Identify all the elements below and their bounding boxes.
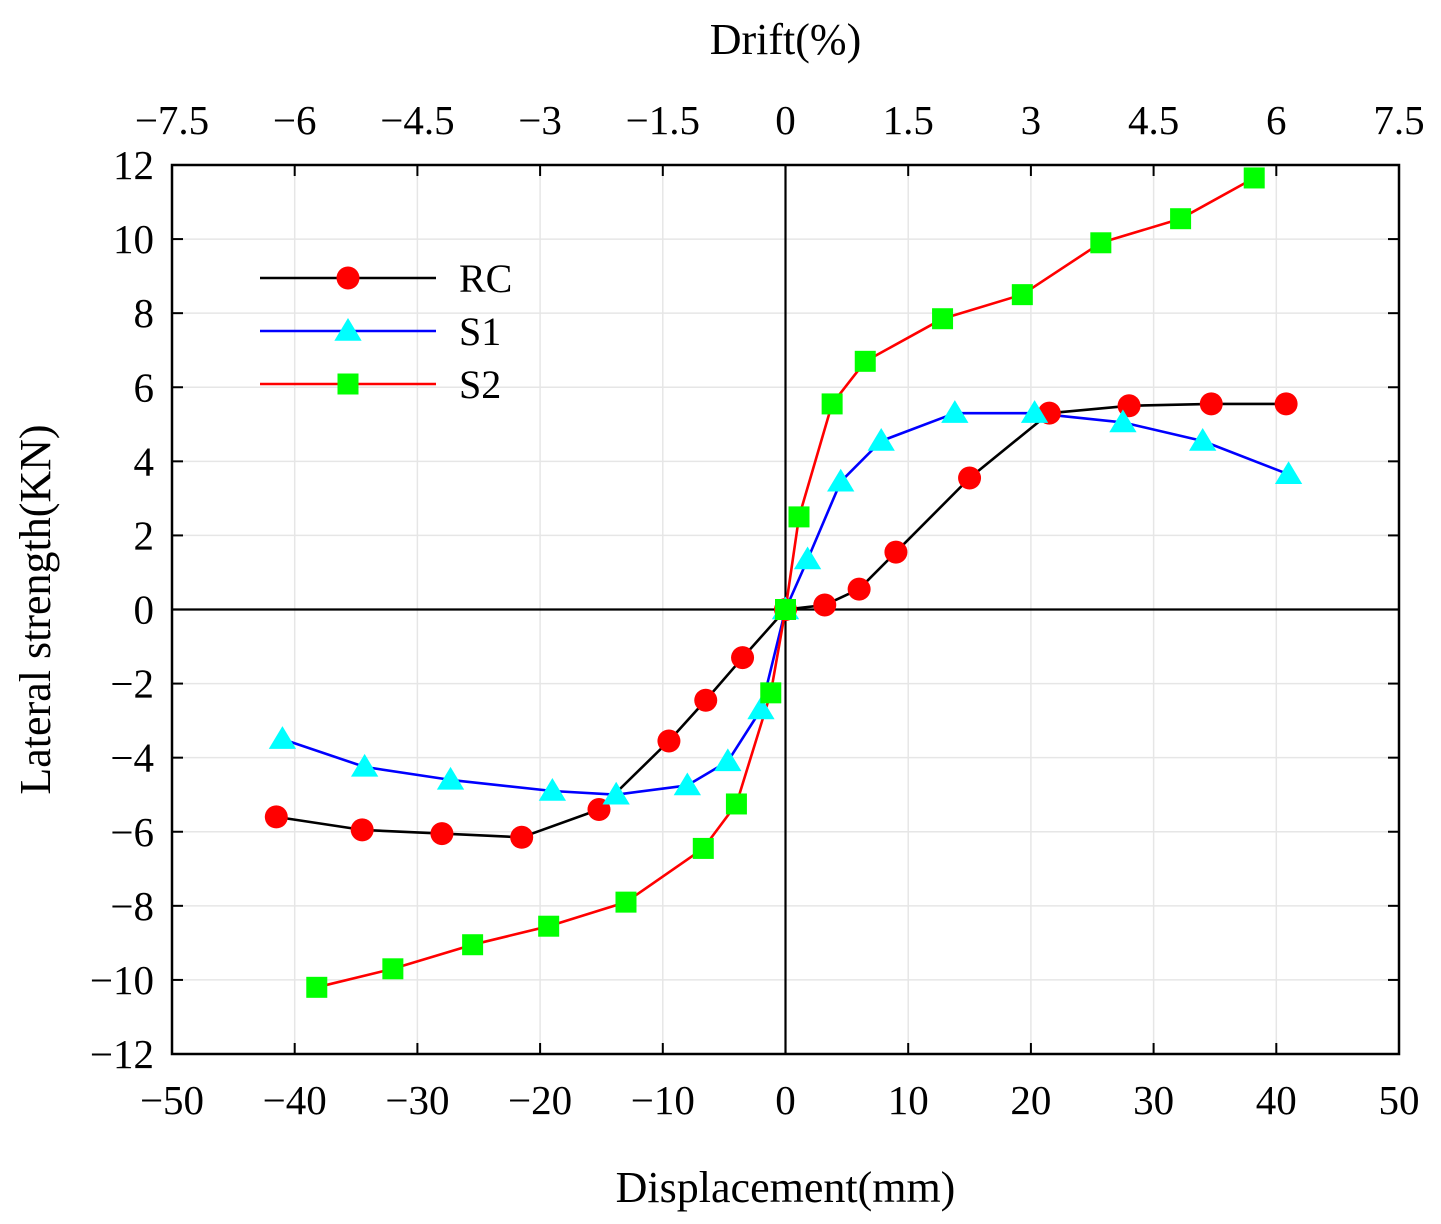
data-point-rc <box>430 822 454 846</box>
data-point-rc <box>1199 392 1223 416</box>
legend-label-rc: RC <box>459 256 512 301</box>
x2-tick-label: 6 <box>1266 97 1287 143</box>
y-tick-label: −8 <box>110 883 154 929</box>
x2-tick-label: −4.5 <box>380 97 454 143</box>
data-point-rc <box>264 805 288 829</box>
data-point-s2 <box>932 308 954 330</box>
x-tick-label: 40 <box>1256 1077 1297 1123</box>
x2-axis-title: Drift(%) <box>710 15 862 64</box>
data-point-s2 <box>462 934 484 956</box>
x-tick-label: −30 <box>385 1077 449 1123</box>
x2-tick-label: 0 <box>775 97 796 143</box>
data-point-s2 <box>1011 284 1033 306</box>
data-point-s2 <box>821 393 843 415</box>
data-point-s1 <box>538 778 567 801</box>
legend-marker-rc <box>336 266 360 290</box>
series-line-rc <box>276 402 1287 839</box>
data-point-s1 <box>1020 400 1049 423</box>
data-point-s2 <box>725 793 747 815</box>
x2-tick-label: −7.5 <box>135 97 209 143</box>
data-point-rc <box>731 646 755 670</box>
data-point-rc <box>657 729 681 753</box>
x-tick-label: 50 <box>1379 1077 1420 1123</box>
data-point-s2 <box>1090 232 1112 254</box>
legend-marker-s1 <box>334 318 362 341</box>
data-point-s2 <box>775 599 796 620</box>
data-point-s1 <box>436 766 465 790</box>
y-tick-label: −6 <box>110 809 154 855</box>
x2-tick-label: 4.5 <box>1128 97 1179 143</box>
data-point-s1 <box>1274 461 1303 485</box>
x2-tick-label: −3 <box>518 97 562 143</box>
legend-label-s1: S1 <box>459 309 501 354</box>
data-point-s1 <box>793 546 822 570</box>
y-tick-label: 10 <box>113 216 154 262</box>
data-point-rc <box>813 593 837 617</box>
data-point-s2 <box>692 837 714 859</box>
y-tick-label: 12 <box>113 142 154 188</box>
y-tick-label: −2 <box>110 661 154 707</box>
data-point-s1 <box>673 772 701 796</box>
data-point-rc <box>694 688 718 712</box>
data-point-s1 <box>867 427 895 451</box>
legend-marker-s2 <box>337 373 359 395</box>
y-tick-label: 4 <box>134 438 155 484</box>
legend-label-s2: S2 <box>459 362 501 407</box>
x2-tick-label: −6 <box>273 97 317 143</box>
y-tick-label: 2 <box>134 512 155 558</box>
y-tick-label: −4 <box>110 735 154 781</box>
x-tick-label: 20 <box>1010 1077 1051 1123</box>
x-axis-title: Displacement(mm) <box>616 1163 956 1212</box>
x-tick-label: 10 <box>888 1077 929 1123</box>
y-axis-title: Lateral strength(KN) <box>11 424 60 794</box>
data-point-rc <box>1274 392 1298 416</box>
data-point-s1 <box>268 726 297 749</box>
data-point-s1 <box>350 753 379 777</box>
data-point-s2 <box>382 958 404 980</box>
x2-tick-label: −1.5 <box>626 97 700 143</box>
data-point-s1 <box>941 400 969 423</box>
data-point-s2 <box>1243 167 1265 189</box>
x-tick-label: 30 <box>1133 1077 1174 1123</box>
data-point-s1 <box>602 781 630 805</box>
x2-tick-label: 7.5 <box>1373 97 1424 143</box>
data-point-s2 <box>760 682 782 704</box>
data-point-s1 <box>1189 427 1217 451</box>
y-tick-label: 0 <box>134 587 155 633</box>
tick-layer: −50 −40 −30 −20 −10 0 10 20 30 40 50−12−10−8−6−4−2… <box>90 97 1425 1123</box>
legend: RC S1 S2 <box>260 256 512 407</box>
x-tick-label: −10 <box>631 1077 695 1123</box>
data-point-rc <box>847 577 871 601</box>
data-point-s2 <box>854 350 876 372</box>
data-point-s2 <box>538 915 560 937</box>
data-point-s1 <box>714 748 742 772</box>
x2-tick-label: 1.5 <box>883 97 934 143</box>
x-tick-label: 0 <box>775 1077 796 1123</box>
data-point-s1 <box>747 696 775 720</box>
data-point-s2 <box>788 506 810 528</box>
series-layer <box>264 167 1303 998</box>
x2-tick-label: 3 <box>1021 97 1042 143</box>
y-tick-label: −12 <box>90 1031 154 1077</box>
x-tick-label: −50 <box>140 1077 204 1123</box>
data-point-rc <box>884 540 908 564</box>
x-tick-label: −20 <box>508 1077 572 1123</box>
data-point-s1 <box>827 468 855 492</box>
y-tick-label: 8 <box>134 290 155 336</box>
data-point-s1 <box>1109 409 1137 433</box>
data-point-rc <box>510 825 534 849</box>
data-point-s2 <box>1170 208 1192 230</box>
data-point-s2 <box>306 976 328 998</box>
data-point-rc <box>958 466 982 490</box>
y-tick-label: −10 <box>90 957 154 1003</box>
data-point-rc <box>350 818 374 842</box>
data-point-s2 <box>615 891 637 913</box>
x-tick-label: −40 <box>263 1077 327 1123</box>
y-tick-label: 6 <box>134 364 155 410</box>
